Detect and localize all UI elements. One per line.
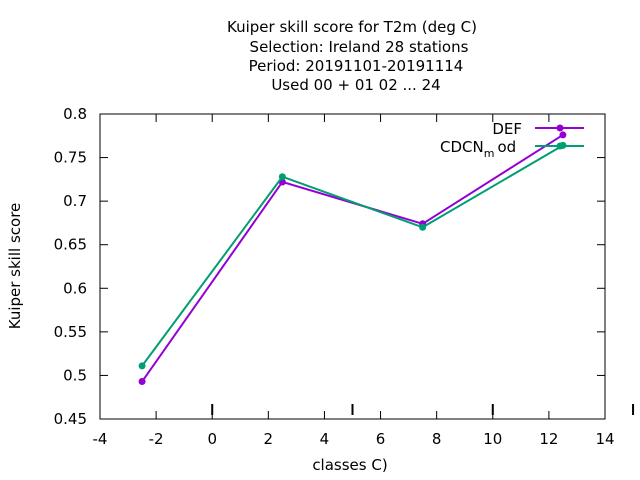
series-layer <box>138 131 567 386</box>
legend-label-def: DEF <box>492 120 522 138</box>
data-point <box>559 131 567 139</box>
x-tick-label: 4 <box>320 430 330 448</box>
x-tick-label: 8 <box>432 430 442 448</box>
x-tick-label: 12 <box>539 430 558 448</box>
x-axis: -4 -2 0 2 4 6 8 10 12 14 <box>93 114 615 448</box>
chart-title: Kuiper skill score for T2m (deg C) Selec… <box>227 18 477 94</box>
y-tick-label: 0.55 <box>54 323 87 341</box>
legend: DEF CDCNm od <box>440 120 584 160</box>
y-tick-label: 0.7 <box>63 192 87 210</box>
x-tick-label: 6 <box>376 430 386 448</box>
x-axis-label: classes C) <box>312 456 387 474</box>
y-axis-label: Kuiper skill score <box>6 203 24 330</box>
data-point <box>419 223 427 231</box>
legend-label-sub: m <box>484 147 495 160</box>
y-axis: 0.45 0.5 0.55 0.6 0.65 0.7 0.75 0.8 <box>54 105 605 428</box>
data-point <box>278 173 286 181</box>
legend-label-cdcnmod: CDCNm od <box>440 138 516 160</box>
class-boundary-markers <box>211 404 635 415</box>
legend-label-cdcn: CDCN <box>440 138 484 156</box>
data-point <box>138 362 146 370</box>
x-tick-label: -4 <box>93 430 108 448</box>
y-tick-label: 0.45 <box>54 410 87 428</box>
data-point <box>138 378 146 386</box>
title-line-1: Kuiper skill score for T2m (deg C) <box>227 18 477 36</box>
y-tick-label: 0.75 <box>54 149 87 167</box>
title-line-4: Used 00 + 01 02 ... 24 <box>271 76 440 94</box>
legend-marker <box>556 142 564 150</box>
y-tick-label: 0.6 <box>63 279 87 297</box>
y-tick-label: 0.65 <box>54 236 87 254</box>
y-tick-label: 0.8 <box>63 105 87 123</box>
x-tick-label: 2 <box>264 430 274 448</box>
plot-frame <box>99 113 606 420</box>
x-tick-label: -2 <box>149 430 164 448</box>
y-tick-label: 0.5 <box>63 366 87 384</box>
title-line-2: Selection: Ireland 28 stations <box>250 38 469 56</box>
series-line-0 <box>141 134 564 383</box>
x-tick-label: 14 <box>595 430 614 448</box>
x-tick-label: 0 <box>207 430 217 448</box>
series-line-1 <box>141 144 564 367</box>
title-line-3: Period: 20191101-20191114 <box>249 57 464 75</box>
legend-label-tail: od <box>497 138 516 156</box>
legend-marker <box>556 124 564 132</box>
x-tick-label: 10 <box>483 430 502 448</box>
